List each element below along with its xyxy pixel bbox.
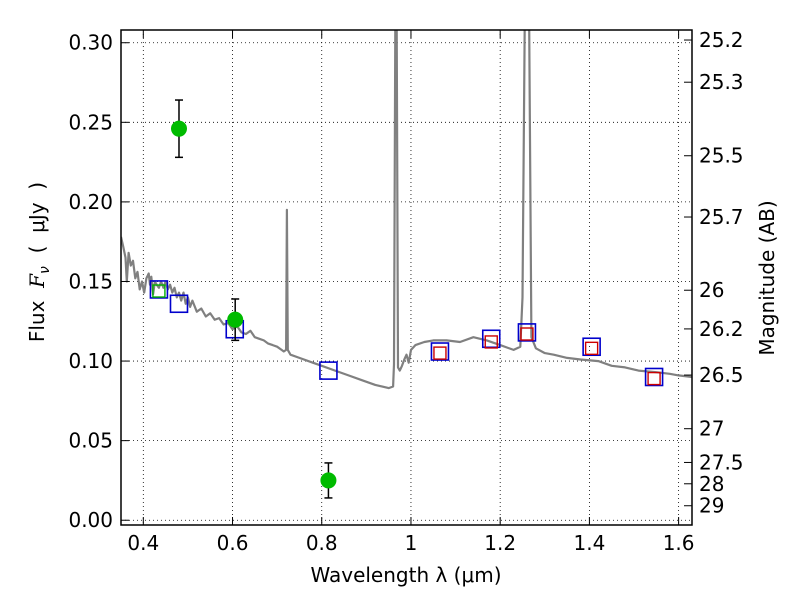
photometry-square [169, 294, 189, 314]
model-square [433, 346, 447, 360]
ylabel-subscript: ν [37, 266, 53, 274]
ylabel-prefix: Flux [25, 288, 49, 342]
right-tick-label: 25.3 [699, 70, 744, 94]
observed-point [320, 472, 337, 489]
right-tick-label: 29 [699, 494, 724, 518]
y-tick-label: 0.00 [68, 508, 113, 532]
photometry-square [319, 361, 338, 380]
ylabel-symbol: F [25, 273, 49, 289]
ylabel-unit: μJy [25, 202, 49, 233]
right-tick-label: 25.5 [699, 144, 744, 168]
model-square [584, 341, 599, 356]
x-tick-label: 0.6 [217, 531, 249, 555]
x-tick-label: 1.6 [663, 531, 695, 555]
x-axis-label: Wavelength λ (μm) [310, 563, 501, 587]
grid-lines [121, 30, 692, 525]
x-tick-label: 1 [405, 531, 418, 555]
x-tick-label: 0.4 [127, 531, 159, 555]
y-axis-label-left: Flux Fν ( μJy ) [25, 182, 53, 342]
right-tick-label: 26.5 [699, 363, 744, 387]
x-tick-label: 0.8 [306, 531, 338, 555]
ylabel-close: ) [25, 182, 49, 203]
photometry-square [430, 342, 450, 361]
right-tick-label: 26.2 [699, 317, 744, 341]
y-tick-label: 0.30 [68, 31, 113, 55]
right-tick-label: 28 [699, 472, 724, 496]
right-tick-label: 27.5 [699, 450, 744, 474]
y-tick-label: 0.05 [68, 429, 113, 453]
observed-point [227, 311, 244, 328]
plot-background [121, 30, 692, 525]
model-square [647, 371, 661, 386]
right-tick-label: 26 [699, 278, 724, 302]
observed-point [170, 120, 187, 137]
photometry-square [644, 367, 664, 387]
points-layer [149, 99, 664, 499]
ticks-layer: 0.4 0.6 0.8 1 1.2 1.4 1.6 0.00 0.05 0.10 0.15 0.20 0… [68, 28, 743, 555]
x-tick-label: 1.4 [573, 531, 605, 555]
spectrum-line [121, 30, 692, 390]
y-tick-label: 0.15 [68, 269, 113, 293]
right-tick-label: 27 [699, 417, 724, 441]
plot-frame [120, 29, 693, 526]
photometry-square [149, 280, 169, 299]
model-square [484, 335, 498, 349]
y-tick-label: 0.25 [68, 110, 113, 134]
photometry-square [517, 323, 537, 342]
right-tick-label: 25.7 [699, 205, 744, 229]
y-axis-label-right: Magnitude (AB) [755, 200, 779, 355]
y-tick-label: 0.20 [68, 190, 113, 214]
model-square-green [152, 284, 166, 298]
data-layer [121, 30, 692, 390]
photometry-square [582, 337, 601, 357]
right-tick-label: 25.2 [699, 28, 744, 52]
model-square [520, 327, 534, 341]
ylabel-open: ( [25, 233, 49, 266]
x-tick-label: 1.2 [484, 531, 516, 555]
y-tick-label: 0.10 [68, 349, 113, 373]
